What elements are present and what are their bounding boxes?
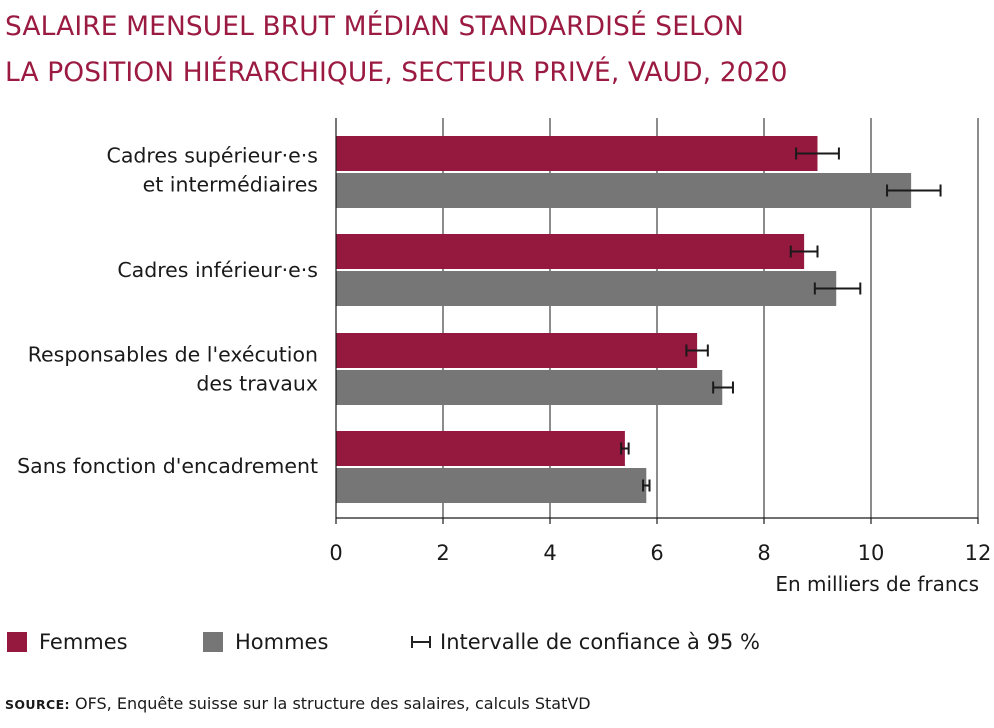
- legend: Femmes Hommes Intervalle de confiance à …: [0, 626, 994, 660]
- tick-label-6: 6: [650, 541, 663, 565]
- tick-label-8: 8: [757, 541, 770, 565]
- category-label-0-0: Cadres supérieur·e·s: [107, 144, 318, 168]
- tick-label-2: 2: [436, 541, 449, 565]
- error-bar-hommes-0: [886, 184, 942, 197]
- legend-item-ci: Intervalle de confiance à 95 %: [410, 630, 760, 654]
- error-bar-hommes-3: [642, 479, 651, 492]
- error-bar-femmes-3: [620, 442, 630, 455]
- chart-title-line-2: LA POSITION HIÉRARCHIQUE, SECTEUR PRIVÉ,…: [5, 57, 788, 88]
- category-label-1-0: Cadres inférieur·e·s: [117, 258, 318, 282]
- error-bar-femmes-0: [795, 147, 840, 160]
- error-bar-hommes-2: [712, 381, 734, 394]
- legend-label-ci: Intervalle de confiance à 95 %: [440, 630, 760, 654]
- error-bar-femmes-2: [685, 344, 709, 357]
- bar-femmes-1: [336, 234, 805, 269]
- bar-femmes-0: [336, 136, 818, 171]
- confidence-interval-icon: [411, 636, 431, 648]
- source-text: OFS, Enquête suisse sur la structure des…: [69, 694, 591, 713]
- bar-chart: 0 2 4 6 8 10 12 En milliers de francs Cadres sup…: [17, 118, 992, 596]
- legend-label-hommes: Hommes: [235, 630, 329, 654]
- bar-femmes-2: [336, 333, 698, 368]
- legend-swatch-femmes: [7, 632, 27, 652]
- bar-hommes-1: [336, 271, 837, 306]
- category-label-2-0: Responsables de l'exécution: [28, 343, 318, 367]
- category-label-0-1: et intermédiaires: [143, 173, 318, 197]
- chart-title-line-1: SALAIRE MENSUEL BRUT MÉDIAN STANDARDISÉ …: [5, 11, 744, 42]
- category-label-2-1: des travaux: [196, 372, 318, 396]
- x-axis-label: En milliers de francs: [775, 572, 979, 596]
- bar-hommes-2: [336, 370, 723, 405]
- legend-label-femmes: Femmes: [39, 630, 128, 654]
- error-bar-hommes-1: [813, 282, 862, 295]
- bar-femmes-3: [336, 431, 625, 466]
- chart-title: SALAIRE MENSUEL BRUT MÉDIAN STANDARDISÉ …: [5, 4, 985, 96]
- source-note: SOURCE: OFS, Enquête suisse sur la struc…: [5, 694, 591, 713]
- tick-label-4: 4: [543, 541, 556, 565]
- tick-label-0: 0: [329, 541, 342, 565]
- legend-item-femmes: Femmes: [7, 630, 128, 654]
- source-label: SOURCE:: [5, 697, 70, 712]
- legend-item-hommes: Hommes: [203, 630, 328, 654]
- tick-label-12: 12: [965, 541, 992, 565]
- error-bar-femmes-1: [789, 245, 819, 258]
- legend-swatch-hommes: [203, 632, 223, 652]
- bar-hommes-0: [336, 173, 912, 208]
- bar-hommes-3: [336, 468, 647, 503]
- category-label-3-0: Sans fonction d'encadrement: [17, 454, 318, 478]
- tick-label-10: 10: [858, 541, 885, 565]
